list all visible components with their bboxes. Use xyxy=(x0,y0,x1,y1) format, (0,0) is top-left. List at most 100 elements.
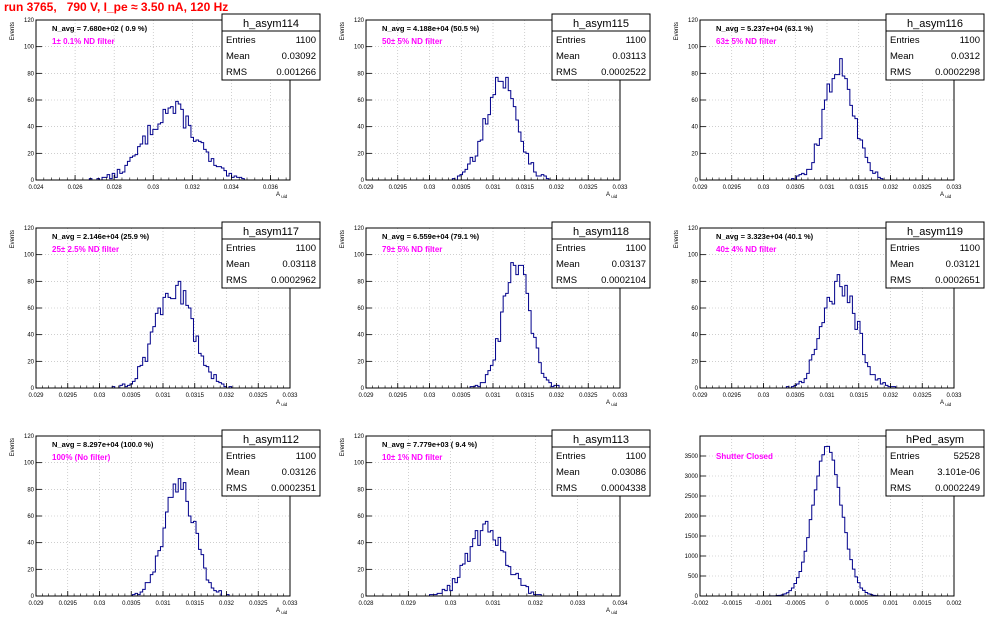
stats-value: 0.03126 xyxy=(282,467,316,478)
y-tick-label: 60 xyxy=(691,306,698,312)
histogram-line xyxy=(36,100,290,181)
navg-text: N_avg = 6.559e+04 (79.1 %) xyxy=(382,232,480,241)
x-tick-label: 0.0315 xyxy=(516,185,535,191)
x-tick-label: 0.033 xyxy=(570,601,586,607)
stats-label: Entries xyxy=(226,243,256,254)
navg-text: N_avg = 8.297e+04 (100.0 %) xyxy=(52,440,154,449)
y-tick-label: 120 xyxy=(24,226,35,232)
navg-text: N_avg = 7.779e+03 ( 9.4 %) xyxy=(382,440,478,449)
hist-panel-h_asym113: 0.028 0.029 0.03 0.031 0.032 0.033 0.034 0 20 40 6… xyxy=(340,429,651,615)
stats-value: 0.03086 xyxy=(612,467,646,478)
x-tick-label: 0.0315 xyxy=(186,601,205,607)
stats-box xyxy=(221,429,321,497)
y-tick-label: 100 xyxy=(24,253,35,259)
y-tick-label: 500 xyxy=(688,574,699,580)
x-tick-label: 0.0015 xyxy=(913,601,932,607)
x-tick-label: 0.03 xyxy=(424,185,436,191)
x-tick-label: 0.029 xyxy=(28,393,44,399)
hist-panel-h_asym114: 0.024 0.026 0.028 0.03 0.032 0.034 0.036 0 20 40 6… xyxy=(10,13,321,199)
y-tick-label: 1500 xyxy=(685,534,699,540)
stats-value: 3.101e-06 xyxy=(937,467,980,478)
x-tick-label: 0.031 xyxy=(155,393,171,399)
y-tick-label: 80 xyxy=(27,71,34,77)
y-tick-label: 40 xyxy=(27,125,34,131)
x-tick-label: 0.0325 xyxy=(913,393,932,399)
stats-value: 0.0002104 xyxy=(601,275,646,286)
x-tick-label: 0.026 xyxy=(68,185,84,191)
y-tick-label: 0 xyxy=(695,594,699,600)
stats-label: Mean xyxy=(556,259,580,270)
stats-label: RMS xyxy=(890,67,911,78)
y-tick-label: 3000 xyxy=(685,474,699,480)
y-axis-label: Events xyxy=(340,438,346,456)
hist-panel-h_asym118: 0.029 0.0295 0.03 0.0305 0.031 0.0315 0.032 0.0… xyxy=(340,221,651,407)
x-tick-label: 0.033 xyxy=(282,601,298,607)
x-tick-label: 0.0315 xyxy=(850,185,869,191)
y-tick-label: 0 xyxy=(361,594,365,600)
x-tick-label: 0.029 xyxy=(401,601,417,607)
y-tick-label: 20 xyxy=(357,151,364,157)
stats-value: 1100 xyxy=(626,451,646,462)
x-tick-label: 0.028 xyxy=(107,185,123,191)
y-tick-label: 20 xyxy=(691,359,698,365)
stats-value: 0.0002522 xyxy=(601,67,646,78)
filter-text: Shutter Closed xyxy=(716,452,773,461)
hist-panel-h_asym119: 0.029 0.0295 0.03 0.0305 0.031 0.0315 0.032 0.0… xyxy=(674,221,985,407)
stats-value: 0.001266 xyxy=(276,67,316,78)
x-tick-label: 0.033 xyxy=(282,393,298,399)
x-tick-label: 0.032 xyxy=(185,185,201,191)
filter-text: 79± 5% ND filter xyxy=(382,245,442,254)
filter-text: 40± 4% ND filter xyxy=(716,245,776,254)
stats-value: 1100 xyxy=(296,35,316,46)
y-tick-label: 60 xyxy=(357,306,364,312)
x-tick-label: 0.036 xyxy=(263,185,279,191)
filter-text: 1± 0.1% ND filter xyxy=(52,37,115,46)
x-tick-label: 0.0305 xyxy=(786,185,805,191)
stats-label: Entries xyxy=(890,35,920,46)
stats-box xyxy=(551,13,651,81)
x-tick-label: 0.032 xyxy=(883,393,899,399)
x-tick-label: 0.0325 xyxy=(249,393,268,399)
hist-panel-h_asym112: 0.029 0.0295 0.03 0.0305 0.031 0.0315 0.032 0.0… xyxy=(10,429,321,615)
stats-box xyxy=(885,429,985,497)
y-tick-label: 1000 xyxy=(685,554,699,560)
y-tick-label: 100 xyxy=(688,45,699,51)
y-tick-label: 0 xyxy=(31,594,35,600)
x-tick-label: 0.032 xyxy=(549,393,565,399)
hist-name: h_asym118 xyxy=(573,226,629,238)
stats-value: 0.03092 xyxy=(282,51,316,62)
filter-text: 25± 2.5% ND filter xyxy=(52,245,119,254)
y-axis-label: Events xyxy=(340,230,346,248)
stats-box xyxy=(885,13,985,81)
navg-text: N_avg = 4.188e+04 (50.5 %) xyxy=(382,24,480,33)
stats-value: 0.0002651 xyxy=(935,275,980,286)
hist-panel-h_asym115: 0.029 0.0295 0.03 0.0305 0.031 0.0315 0.032 0.0… xyxy=(340,13,651,199)
x-tick-label: 0.03 xyxy=(424,393,436,399)
x-tick-label: 0 xyxy=(825,601,829,607)
y-tick-label: 80 xyxy=(357,279,364,285)
stats-value: 0.0004338 xyxy=(601,483,646,494)
stats-label: Mean xyxy=(890,51,914,62)
y-tick-label: 120 xyxy=(688,18,699,24)
y-tick-label: 40 xyxy=(357,125,364,131)
stats-box xyxy=(221,13,321,81)
y-tick-label: 100 xyxy=(354,461,365,467)
x-tick-label: 0.0295 xyxy=(59,601,78,607)
hist-panel-h_asym117: 0.029 0.0295 0.03 0.0305 0.031 0.0315 0.032 0.0… xyxy=(10,221,321,407)
x-tick-label: 0.0295 xyxy=(723,393,742,399)
y-tick-label: 60 xyxy=(27,514,34,520)
x-tick-label: 0.03 xyxy=(758,393,770,399)
y-tick-label: 100 xyxy=(24,461,35,467)
stats-label: Entries xyxy=(226,451,256,462)
y-tick-label: 20 xyxy=(27,151,34,157)
x-tick-label: 0.0305 xyxy=(122,393,141,399)
stats-box xyxy=(551,221,651,289)
x-tick-label: 0.0305 xyxy=(786,393,805,399)
x-axis-label: A uid xyxy=(940,192,952,199)
histogram-line xyxy=(366,520,620,597)
hist-name: h_asym114 xyxy=(243,18,299,30)
run-title: run 3765, 790 V, I_pe ≈ 3.50 nA, 120 Hz xyxy=(4,0,229,14)
stats-label: Entries xyxy=(890,451,920,462)
stats-value: 0.0002249 xyxy=(935,483,980,494)
